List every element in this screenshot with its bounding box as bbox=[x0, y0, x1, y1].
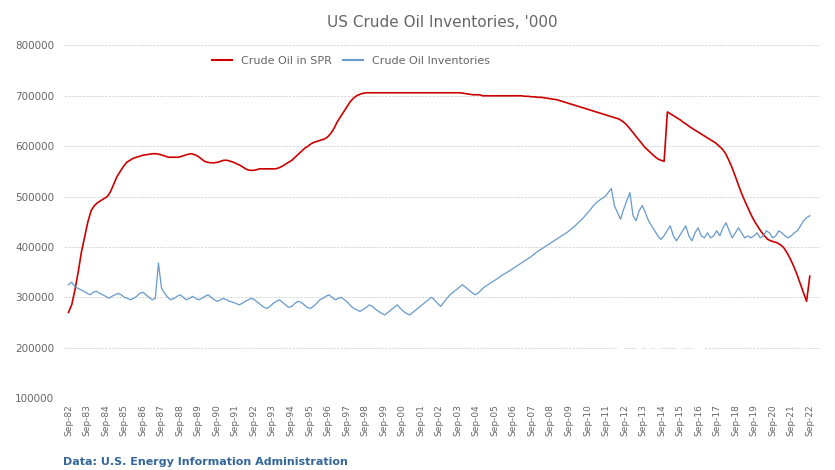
Text: Trade Like a Pro: Trade Like a Pro bbox=[612, 378, 711, 392]
Title: US Crude Oil Inventories, '000: US Crude Oil Inventories, '000 bbox=[326, 15, 557, 30]
Text: FxPro: FxPro bbox=[615, 329, 709, 357]
Text: Data: U.S. Energy Information Administration: Data: U.S. Energy Information Administra… bbox=[63, 457, 347, 467]
Legend: Crude Oil in SPR, Crude Oil Inventories: Crude Oil in SPR, Crude Oil Inventories bbox=[208, 52, 494, 70]
